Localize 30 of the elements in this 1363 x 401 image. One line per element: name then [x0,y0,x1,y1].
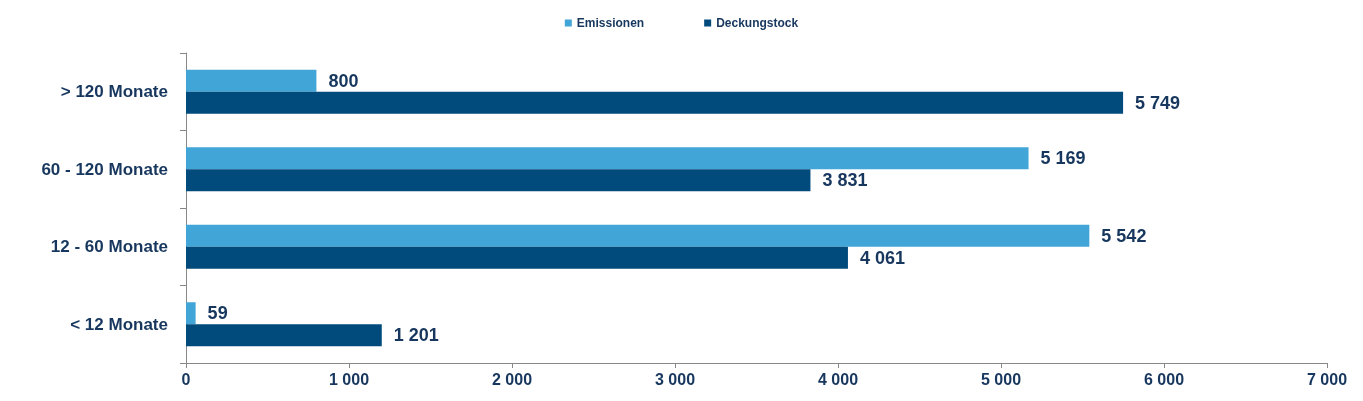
data-label: 800 [328,70,359,91]
x-tick-label: 0 [181,370,191,388]
legend-label: Emissionen [576,16,645,30]
x-tick-label: 3 000 [654,370,696,388]
x-tick-label: 4 000 [817,370,859,388]
bar [186,246,848,269]
x-tick-label: 5 000 [980,370,1022,388]
bar [186,91,1124,114]
data-label: 4 061 [859,247,905,268]
legend-label: Deckungstock [716,16,799,30]
data-label: 5 749 [1135,92,1181,113]
bar [186,69,317,92]
x-tick-label: 1 000 [328,370,370,388]
y-tick-label: 12 - 60 Monate [50,237,168,257]
bar [186,324,382,347]
x-tick-label: 7 000 [1306,370,1348,388]
data-label: 5 169 [1040,148,1086,169]
bar [186,302,196,325]
bar [186,169,811,192]
x-tick-label: 2 000 [491,370,533,388]
data-label: 3 831 [822,170,868,191]
bar [186,147,1029,170]
data-label: 5 542 [1101,225,1147,246]
data-label: 59 [207,303,228,324]
y-tick-label: 60 - 120 Monate [41,159,168,179]
bar [186,224,1090,247]
x-tick-label: 6 000 [1143,370,1185,388]
y-tick-label: > 120 Monate [60,82,168,102]
data-label: 1 201 [393,325,439,346]
y-tick-label: < 12 Monate [70,314,168,334]
